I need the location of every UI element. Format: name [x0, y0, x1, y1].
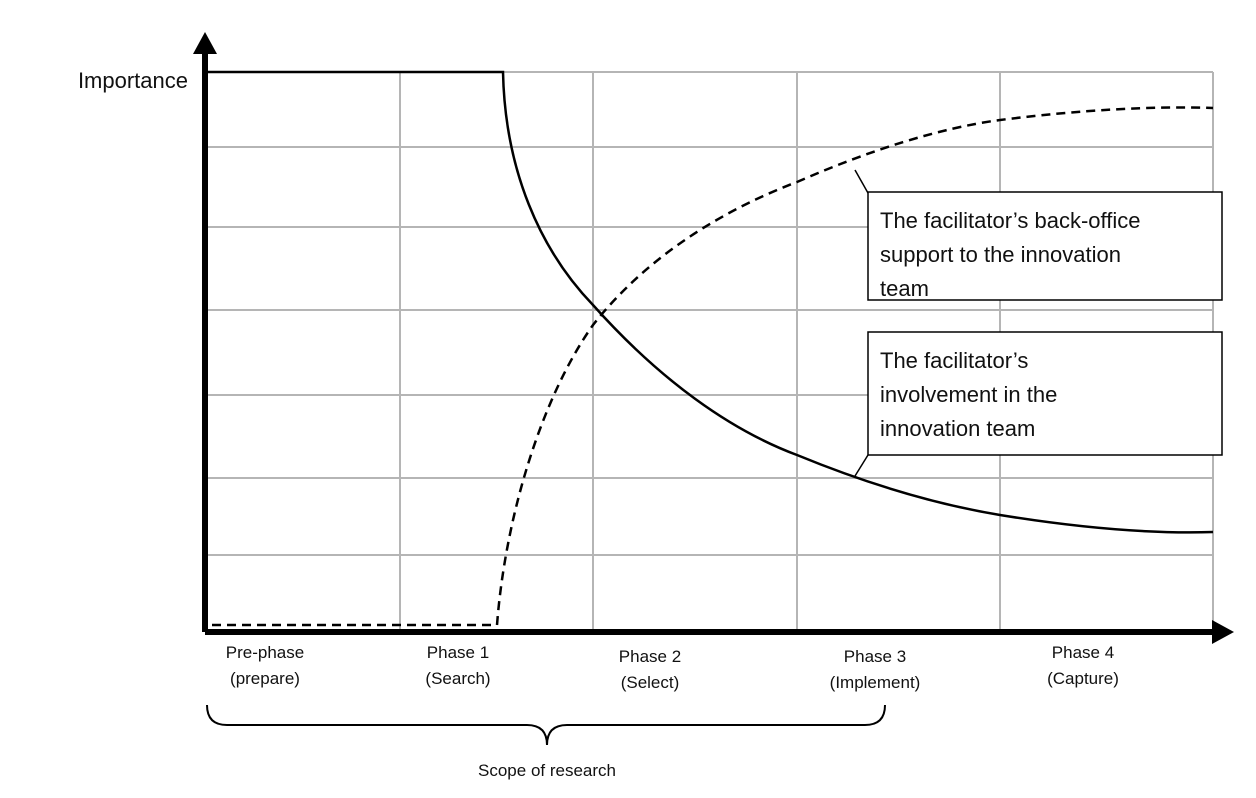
- phase-detail: (Implement): [830, 673, 921, 692]
- leader-line: [854, 169, 869, 194]
- phase-name: Phase 2: [619, 647, 681, 666]
- phase-detail: (prepare): [230, 669, 300, 688]
- axis-label: Importance: [78, 68, 188, 93]
- involvement-curve: [208, 70, 1214, 534]
- scope-label: Scope of research: [478, 761, 616, 780]
- annotation-text: The facilitator’s: [880, 348, 1028, 373]
- phase-detail: (Capture): [1047, 669, 1119, 688]
- phase-name: Phase 4: [1052, 643, 1114, 662]
- annotation-text: team: [880, 276, 929, 301]
- annotation-box: [867, 331, 1223, 456]
- phase-detail: (Select): [621, 673, 680, 692]
- phase-name: Phase 3: [844, 647, 906, 666]
- phase-name: Pre-phase: [226, 643, 304, 662]
- axes: [193, 32, 1234, 644]
- annotation-text: involvement in the: [880, 382, 1057, 407]
- support-curve: [212, 106, 1214, 627]
- annotation-text: The facilitator’s back-office: [880, 208, 1140, 233]
- phase-name: Phase 1: [427, 643, 489, 662]
- annotation-text: support to the innovation: [880, 242, 1121, 267]
- scope-brace: [206, 704, 886, 746]
- annotation-text: innovation team: [880, 416, 1035, 441]
- phase-detail: (Search): [425, 669, 490, 688]
- annotation-box: [867, 191, 1223, 301]
- leader-line: [854, 454, 869, 477]
